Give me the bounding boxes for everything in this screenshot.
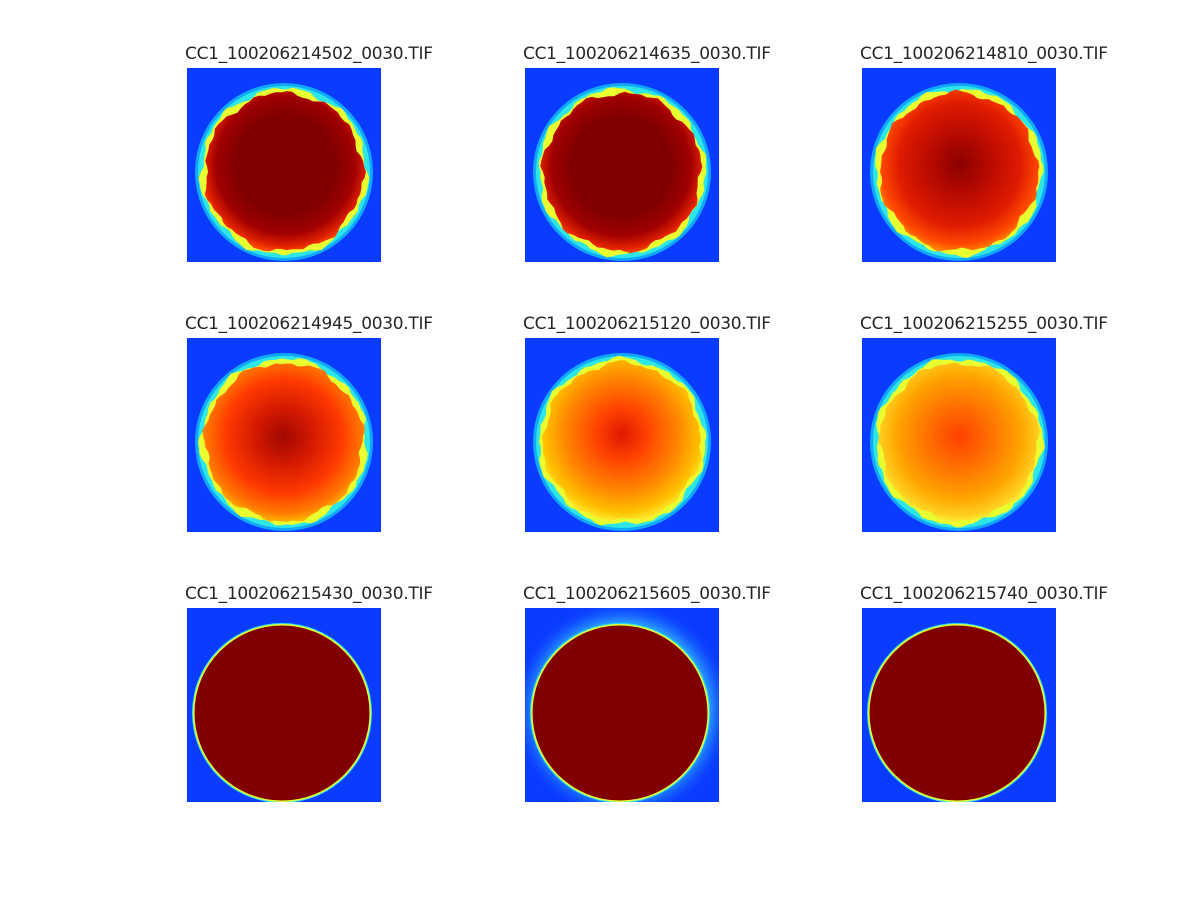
tif-image	[862, 338, 1056, 532]
tif-image	[862, 608, 1056, 802]
disc	[541, 360, 702, 521]
panel-title: CC1_100206215605_0030.TIF	[523, 584, 771, 604]
tif-image	[525, 68, 719, 262]
tif-image	[187, 608, 381, 802]
disc	[540, 91, 703, 254]
panel-title: CC1_100206215740_0030.TIF	[860, 584, 1108, 604]
panel-title: CC1_100206214945_0030.TIF	[185, 314, 433, 334]
disc	[202, 363, 365, 522]
disc	[204, 91, 366, 252]
disc	[532, 625, 708, 801]
tif-image	[187, 338, 381, 532]
panel-title: CC1_100206215255_0030.TIF	[860, 314, 1108, 334]
disc	[878, 362, 1041, 524]
panel-title: CC1_100206215120_0030.TIF	[523, 314, 771, 334]
panel-title: CC1_100206214635_0030.TIF	[523, 44, 771, 64]
tif-image	[862, 68, 1056, 262]
tif-image	[525, 608, 719, 802]
panel-title: CC1_100206215430_0030.TIF	[185, 584, 433, 604]
panel-title: CC1_100206214502_0030.TIF	[185, 44, 433, 64]
disc	[194, 625, 370, 801]
disc	[869, 625, 1045, 801]
tif-image	[525, 338, 719, 532]
tif-image	[187, 68, 381, 262]
disc	[880, 89, 1040, 252]
panel-title: CC1_100206214810_0030.TIF	[860, 44, 1108, 64]
